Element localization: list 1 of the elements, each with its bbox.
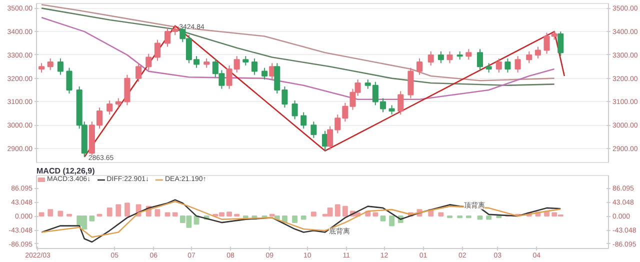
chart-title: MACD (12,26,9) (36, 166, 96, 176)
